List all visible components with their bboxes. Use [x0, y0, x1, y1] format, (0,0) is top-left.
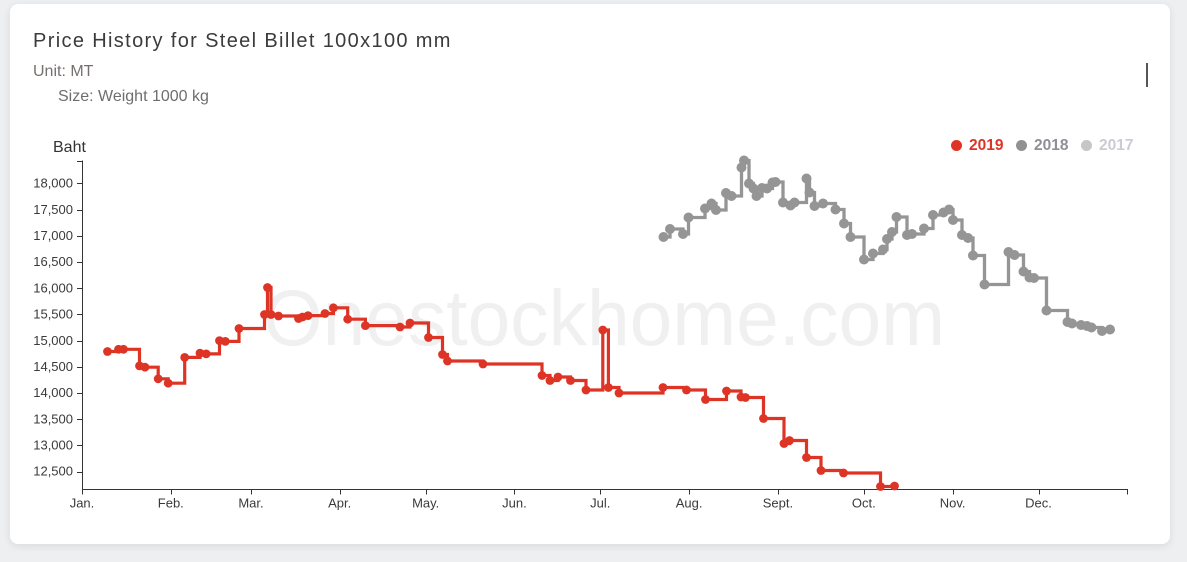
svg-text:14,000: 14,000: [33, 385, 73, 400]
svg-text:Jun.: Jun.: [502, 496, 527, 511]
svg-text:12,500: 12,500: [33, 464, 73, 479]
svg-text:Feb.: Feb.: [158, 496, 184, 511]
svg-text:16,000: 16,000: [33, 280, 73, 295]
svg-text:Apr.: Apr.: [328, 496, 351, 511]
svg-text:Aug.: Aug.: [676, 496, 703, 511]
svg-text:15,500: 15,500: [33, 307, 73, 322]
svg-text:13,500: 13,500: [33, 411, 73, 426]
svg-text:15,000: 15,000: [33, 333, 73, 348]
svg-text:Mar.: Mar.: [238, 496, 263, 511]
svg-text:16,500: 16,500: [33, 254, 73, 269]
svg-text:Oct.: Oct.: [852, 496, 876, 511]
svg-text:18,000: 18,000: [33, 176, 73, 191]
svg-text:Jan.: Jan.: [70, 496, 95, 511]
svg-text:Nov.: Nov.: [940, 496, 966, 511]
svg-text:13,000: 13,000: [33, 438, 73, 453]
svg-text:Sept.: Sept.: [763, 496, 793, 511]
svg-text:Jul.: Jul.: [590, 496, 610, 511]
svg-text:17,500: 17,500: [33, 202, 73, 217]
svg-text:Dec.: Dec.: [1025, 496, 1052, 511]
svg-text:14,500: 14,500: [33, 359, 73, 374]
svg-text:May.: May.: [412, 496, 439, 511]
svg-text:17,000: 17,000: [33, 228, 73, 243]
